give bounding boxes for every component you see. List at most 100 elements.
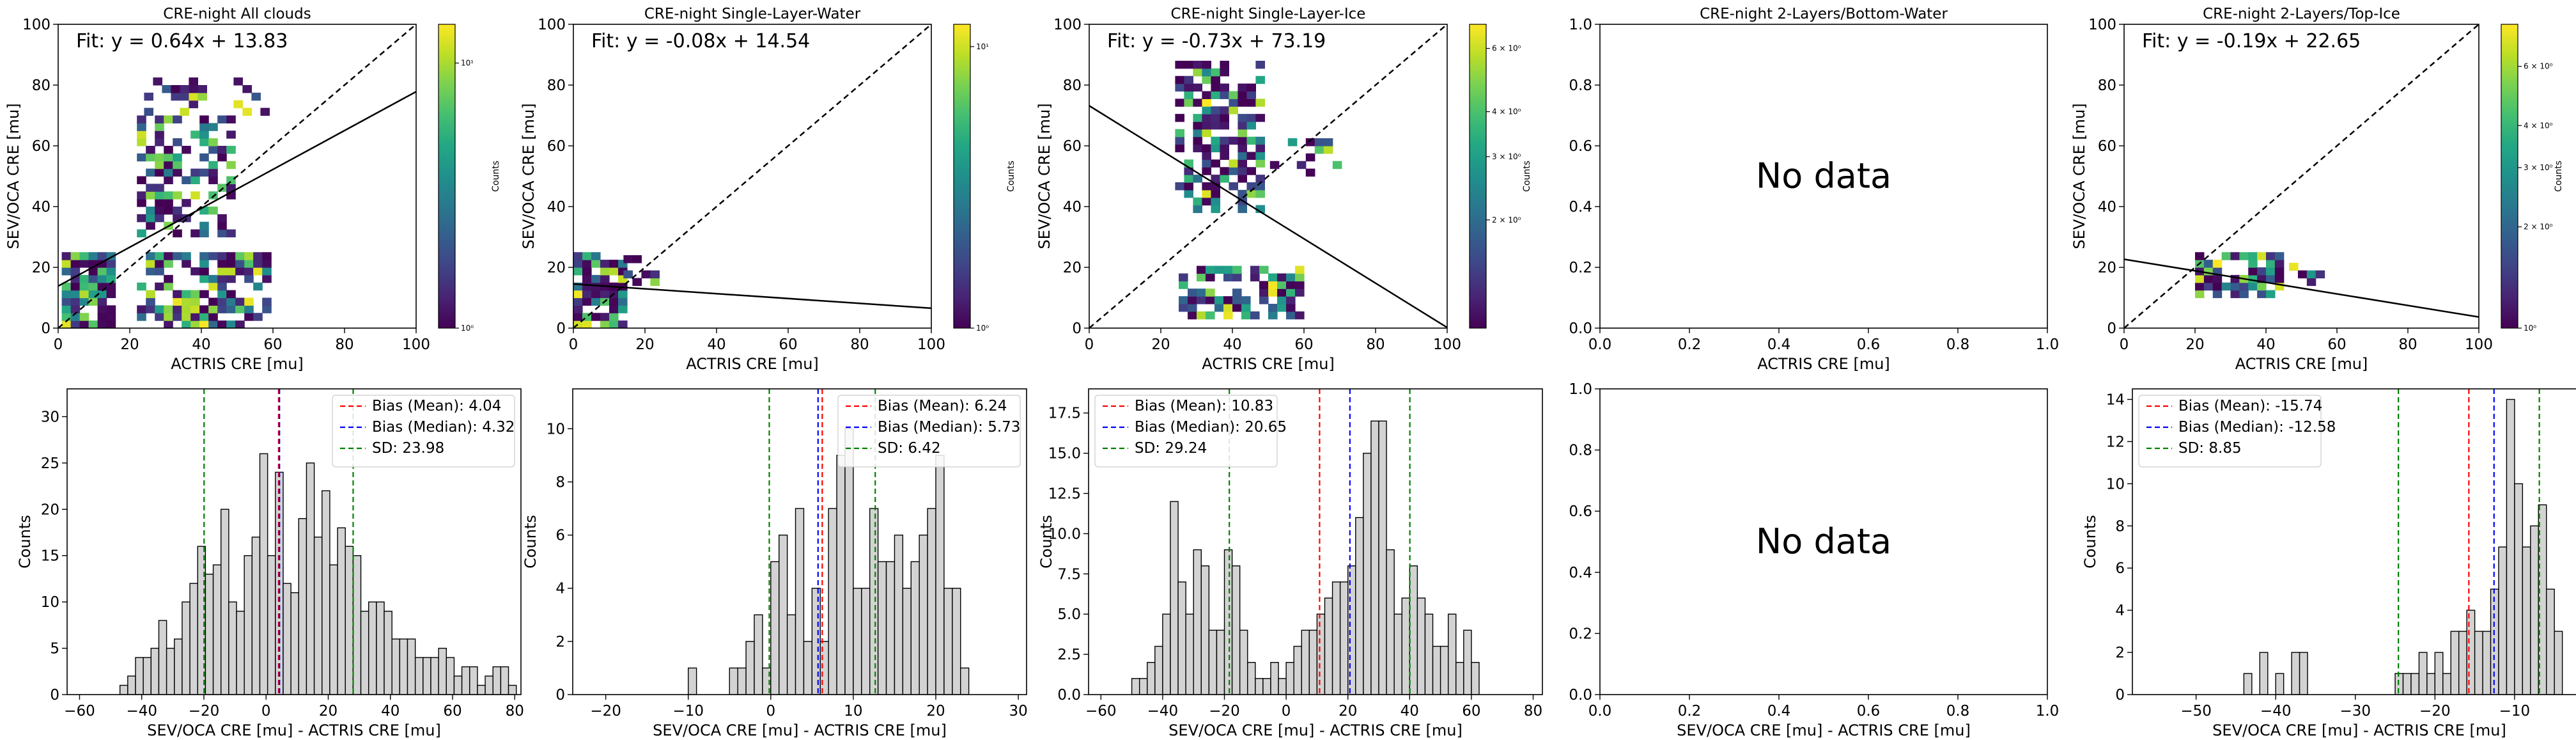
heatmap-cell: [262, 305, 272, 313]
heatmap-cell: [106, 267, 116, 276]
y-axis-label: Counts: [522, 515, 539, 569]
heatmap-cell: [79, 260, 89, 268]
histogram-bar: [861, 588, 871, 695]
heatmap-cell: [1305, 138, 1315, 146]
heatmap-cell: [173, 297, 182, 306]
heatmap-cell: [208, 207, 218, 215]
heatmap-cell: [1193, 98, 1202, 107]
heatmap-cell: [217, 320, 227, 328]
axes-frame: [1599, 24, 2048, 329]
x-tick-label: −40: [1147, 703, 1179, 720]
legend-entry: Bias (Mean): 6.24: [878, 398, 1007, 414]
heatmap-cell: [171, 92, 180, 101]
heatmap-cell: [2297, 270, 2308, 279]
heatmap-cell: [1295, 273, 1305, 281]
histogram-bar: [508, 684, 517, 695]
heatmap-cell: [217, 115, 227, 123]
heatmap-cell: [198, 85, 207, 93]
heatmap-cell: [573, 320, 583, 328]
heatmap-cell: [217, 290, 227, 299]
heatmap-cell: [1211, 75, 1220, 84]
no-data-label: No data: [1756, 156, 1891, 196]
heatmap-cell: [217, 252, 227, 260]
heatmap-cell: [70, 282, 81, 291]
heatmap-cell: [199, 168, 209, 177]
histogram-bar: [1208, 629, 1218, 695]
no-data-label: No data: [1756, 521, 1891, 562]
heatmap-cell: [2248, 282, 2258, 291]
histogram-bar: [1424, 613, 1434, 695]
y-tick-label: 0.6: [1569, 503, 1592, 520]
legend-entry: SD: 8.85: [2178, 440, 2242, 457]
heatmap-cell: [1246, 114, 1256, 122]
x-axis-label: SEV/OCA CRE [mu] - ACTRIS CRE [mu]: [653, 721, 947, 739]
histogram-bar: [438, 647, 447, 695]
heatmap-cell: [61, 305, 72, 313]
heatmap-cell: [1202, 68, 1211, 77]
chart-title: CRE-night 2-Layers/Top-Ice: [2203, 6, 2400, 22]
heatmap-cell: [137, 130, 146, 139]
heatmap-cell: [600, 274, 610, 283]
histogram-bar: [384, 610, 392, 695]
heatmap-cell: [217, 229, 227, 238]
histogram-bar: [2530, 525, 2539, 695]
heatmap-cell: [1202, 189, 1211, 198]
heatmap-cell: [1250, 311, 1260, 320]
x-axis-label: SEV/OCA CRE [mu] - ACTRIS CRE [mu]: [2212, 721, 2506, 739]
heatmap-cell: [1238, 91, 1247, 99]
heatmap-cell: [1314, 146, 1324, 154]
x-tick-label: 0.0: [1588, 336, 1612, 353]
histogram-bar: [2458, 631, 2467, 695]
heatmap-cell: [2266, 252, 2276, 260]
histogram-bar: [1409, 565, 1418, 695]
heatmap-cell: [1255, 189, 1265, 198]
heatmap-cell: [1268, 273, 1278, 281]
heatmap-cell: [182, 260, 191, 268]
heatmap-cell: [1220, 68, 1229, 77]
colorbar-tick-label: 6 × 10⁰: [1492, 44, 1521, 53]
heatmap-cell: [1211, 106, 1220, 114]
heatmap-cell: [1323, 146, 1333, 154]
heatmap-cell: [208, 252, 218, 260]
heatmap-cell: [173, 305, 182, 313]
y-tick-label: 20: [547, 260, 566, 276]
histogram-bar: [166, 647, 175, 695]
histogram-bar: [819, 641, 829, 695]
histogram-bar: [2482, 631, 2492, 695]
legend: Bias (Mean): -15.74 Bias (Median): -12.58…: [2138, 395, 2336, 468]
heatmap-cell: [61, 297, 72, 306]
heatmap-cell: [208, 305, 218, 313]
heatmap-cell: [198, 92, 207, 101]
heatmap-cell: [226, 274, 236, 283]
axes-frame: [66, 388, 522, 695]
histogram-bar: [1270, 661, 1279, 695]
heatmap-cell: [61, 313, 72, 321]
heatmap-cell: [1277, 304, 1287, 312]
y-tick-label: 1.0: [1569, 17, 1592, 33]
histogram-bar: [1170, 501, 1179, 695]
heatmap-cell: [137, 123, 146, 131]
heatmap-cell: [1202, 129, 1211, 138]
heatmap-cell: [609, 313, 619, 321]
heatmap-cell: [600, 313, 610, 321]
panel-top-5: CRE-night 2-Layers/Top-Ice Fit: y = -0.19…: [2070, 6, 2564, 373]
heatmap-cell: [1202, 114, 1211, 122]
heatmap-cell: [242, 85, 252, 93]
heatmap-cell: [199, 138, 209, 146]
heatmap-cell: [1232, 304, 1242, 312]
heatmap-cell: [137, 214, 146, 223]
heatmap-cell: [164, 260, 173, 268]
heatmap-cell: [609, 305, 619, 313]
x-tick-label: 0.2: [1678, 336, 1702, 353]
heatmap-cell: [2266, 267, 2276, 276]
heatmap-cell: [591, 260, 601, 268]
heatmap-cell: [79, 290, 89, 299]
histogram-bar: [688, 667, 697, 695]
x-tick-label: −20: [2419, 703, 2451, 720]
heatmap-cell: [1211, 114, 1220, 122]
y-tick-label: 30: [41, 409, 59, 425]
histogram-bar: [2402, 673, 2412, 695]
heatmap-cell: [2257, 267, 2267, 276]
heatmap-cell: [173, 153, 182, 162]
heatmap-cell: [650, 278, 660, 287]
